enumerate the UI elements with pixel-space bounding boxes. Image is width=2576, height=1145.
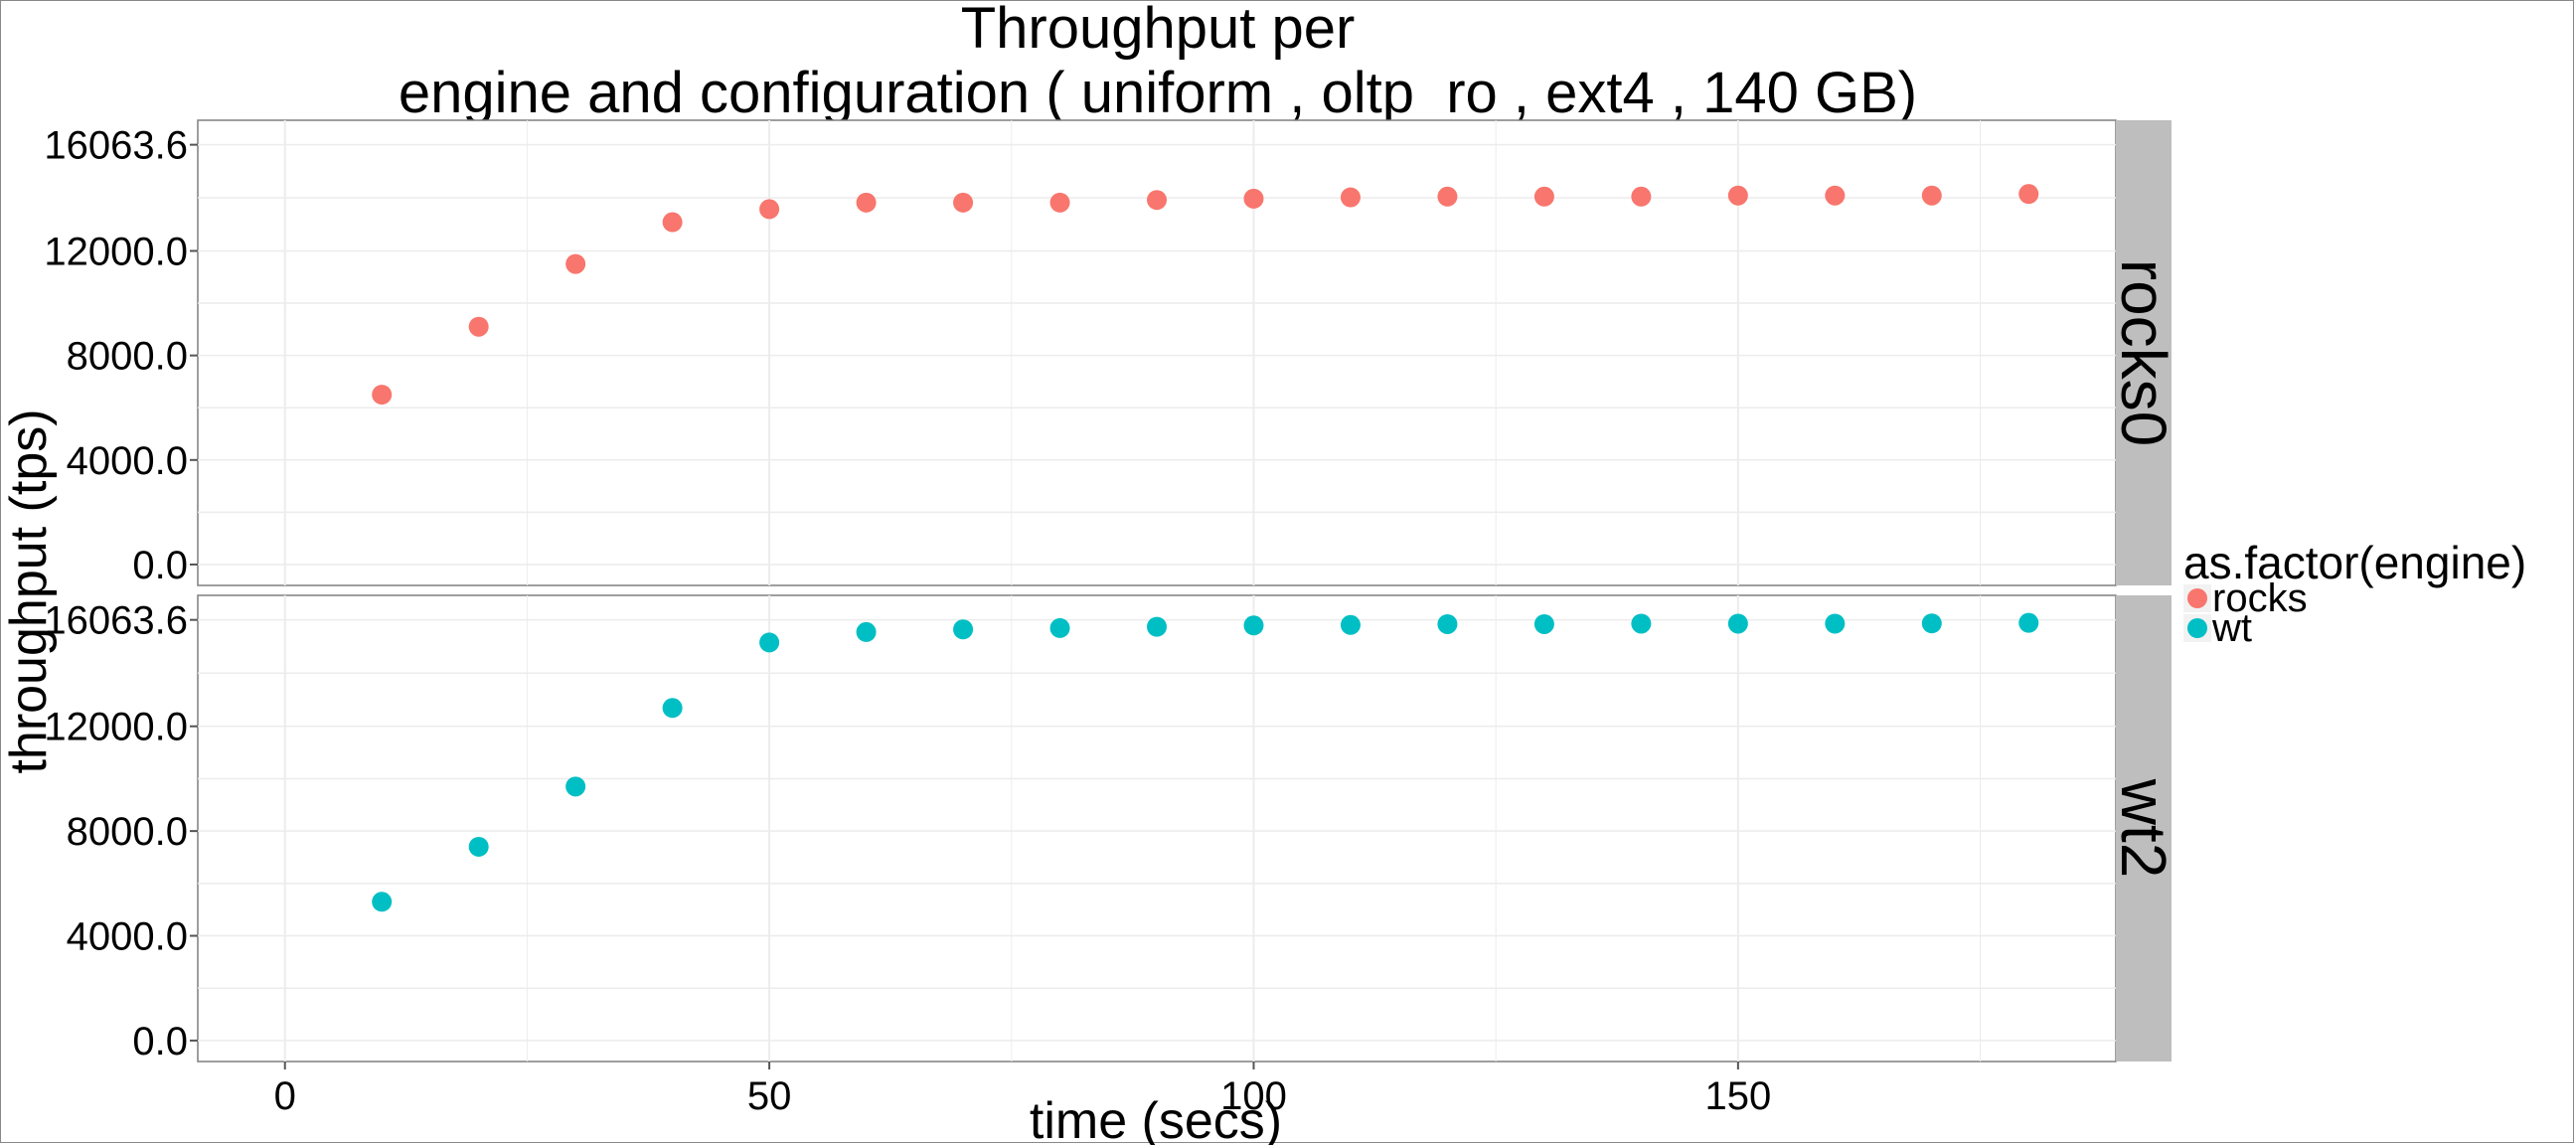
data-point-rocks bbox=[856, 192, 877, 213]
data-point-rocks bbox=[1631, 186, 1652, 207]
data-point-wt bbox=[2018, 612, 2039, 633]
legend-key-rocks bbox=[2187, 588, 2207, 608]
data-point-rocks bbox=[1825, 185, 1846, 206]
y-tick-label: 12000.0 bbox=[44, 706, 188, 749]
y-tick-label: 4000.0 bbox=[67, 439, 188, 483]
data-point-rocks bbox=[372, 385, 393, 406]
facet-strip-label: wt2 bbox=[2108, 778, 2179, 879]
data-point-wt bbox=[1825, 613, 1846, 634]
data-point-rocks bbox=[759, 199, 780, 220]
panel-rocks0: 0.0 4000.0 8000.0 12000.0 16063.6 rocks0 bbox=[44, 119, 2179, 587]
data-point-rocks bbox=[1243, 188, 1264, 209]
data-point-rocks bbox=[1921, 185, 1942, 206]
data-point-rocks bbox=[662, 212, 683, 233]
data-point-wt bbox=[953, 619, 974, 640]
legend-title: as.factor(engine) bbox=[2183, 537, 2526, 588]
x-tick-label: 100 bbox=[1220, 1074, 1287, 1118]
data-point-wt bbox=[1049, 617, 1070, 638]
facet-strip-background bbox=[2116, 120, 2172, 585]
y-tick-label: 0.0 bbox=[132, 1020, 188, 1063]
facet-strip-background bbox=[2116, 595, 2172, 1062]
x-tick-label: 50 bbox=[747, 1074, 792, 1118]
data-point-rocks bbox=[1533, 186, 1554, 207]
chart-title-line1: Throughput per bbox=[961, 0, 1356, 61]
x-axis: 0 50 100 150 bbox=[274, 1062, 1771, 1118]
data-point-wt bbox=[1727, 613, 1748, 634]
data-point-rocks bbox=[468, 316, 489, 337]
data-point-wt bbox=[662, 698, 683, 719]
data-point-wt bbox=[1340, 614, 1361, 635]
legend-label-wt: wt bbox=[2211, 606, 2252, 650]
y-axis-title: throughput (tps) bbox=[0, 409, 58, 773]
data-point-wt bbox=[372, 892, 393, 912]
data-point-rocks bbox=[1437, 186, 1458, 207]
panels-layer: 0.0 4000.0 8000.0 12000.0 16063.6 rocks0 0.0 40… bbox=[44, 119, 2179, 1063]
y-tick-label: 16063.6 bbox=[44, 124, 188, 168]
data-point-rocks bbox=[565, 253, 586, 274]
y-tick-label: 8000.0 bbox=[67, 335, 188, 379]
data-point-rocks bbox=[953, 192, 974, 213]
data-point-wt bbox=[856, 621, 877, 642]
legend-key-wt bbox=[2187, 618, 2207, 638]
data-point-wt bbox=[1243, 615, 1264, 636]
chart-title-line2: engine and configuration ( uniform , olt… bbox=[399, 61, 1917, 125]
data-point-wt bbox=[1631, 613, 1652, 634]
y-tick-label: 12000.0 bbox=[44, 230, 188, 273]
data-point-wt bbox=[1533, 613, 1554, 634]
x-axis-title: time (secs) bbox=[1030, 1092, 1282, 1145]
y-tick-label: 0.0 bbox=[132, 544, 188, 587]
x-tick-label: 0 bbox=[274, 1074, 296, 1118]
legend-label-rocks: rocks bbox=[2212, 576, 2308, 620]
data-point-rocks bbox=[1049, 192, 1070, 213]
data-point-wt bbox=[565, 776, 586, 797]
data-point-wt bbox=[468, 836, 489, 857]
data-point-rocks bbox=[1727, 185, 1748, 206]
data-point-wt bbox=[759, 632, 780, 653]
y-tick-label: 8000.0 bbox=[67, 810, 188, 854]
y-tick-label: 16063.6 bbox=[44, 599, 188, 643]
facet-strip-label: rocks0 bbox=[2108, 259, 2179, 447]
data-point-wt bbox=[1921, 613, 1942, 634]
data-point-rocks bbox=[2018, 184, 2039, 205]
data-point-rocks bbox=[1147, 190, 1167, 211]
panel-wt2: 0.0 4000.0 8000.0 12000.0 16063.6 wt2 bbox=[44, 594, 2179, 1063]
y-tick-label: 4000.0 bbox=[67, 915, 188, 959]
data-point-wt bbox=[1147, 616, 1167, 637]
data-point-wt bbox=[1437, 613, 1458, 634]
x-tick-label: 150 bbox=[1704, 1074, 1771, 1118]
panel-background bbox=[197, 594, 2117, 1063]
data-point-rocks bbox=[1340, 187, 1361, 208]
